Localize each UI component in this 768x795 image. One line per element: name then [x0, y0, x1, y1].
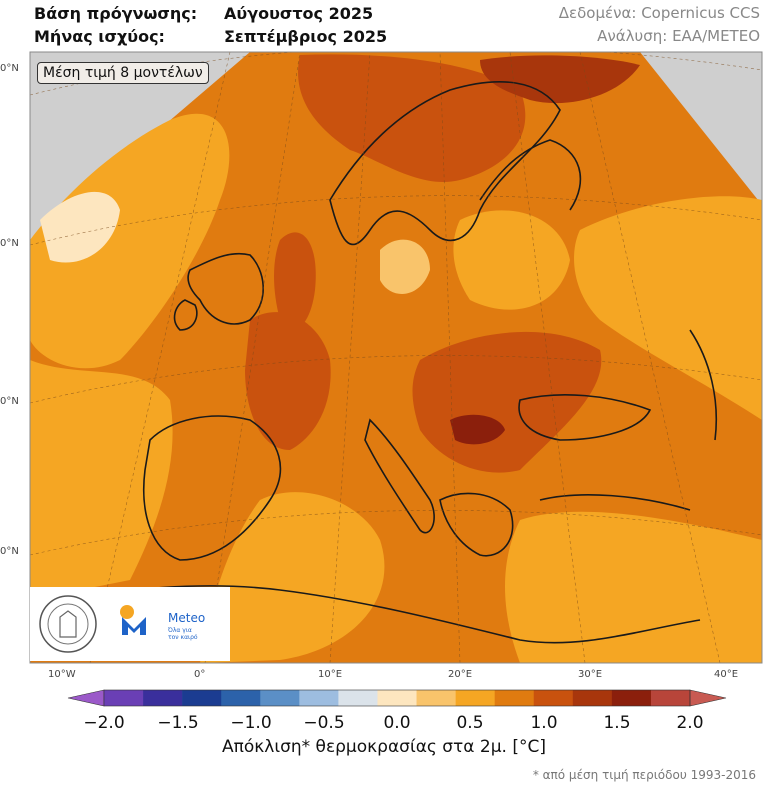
anomaly-zone-france [245, 312, 331, 450]
lon-label: 0° [194, 669, 206, 680]
lon-label: 30°E [578, 669, 603, 680]
anomaly-map [29, 51, 763, 664]
colorbar-segment [455, 690, 495, 706]
lat-label: 0°N [0, 546, 19, 557]
colorbar-segment [299, 690, 339, 706]
map-frame [29, 51, 763, 664]
lon-label: 10°E [318, 669, 343, 680]
meteo-name: Meteo [168, 611, 206, 625]
coast-iberia [142, 415, 282, 561]
nodata-corner-right [640, 52, 762, 205]
coast-turkey-south [539, 494, 691, 511]
colorbar-extend-low [67, 689, 105, 707]
colorbar-tick: 0.0 [383, 713, 411, 733]
base-value: Αύγουστος 2025 [224, 4, 374, 23]
colorbar-tick: −0.5 [303, 713, 345, 733]
colorbar-segment [533, 690, 574, 706]
colorbar-segment [338, 690, 378, 706]
colorbar-label: Απόκλιση* θερμοκρασίας στα 2μ. [°C] [222, 737, 546, 757]
valid-label: Μήνας ισχύος: [34, 27, 165, 46]
meteo-tagline-1: Όλα για [168, 627, 192, 634]
anomaly-zone-russia [453, 210, 570, 310]
colorbar-segment [104, 690, 144, 706]
meteo-sun-icon [120, 605, 134, 619]
coast-britain [187, 252, 264, 325]
model-mean-badge: Μέση τιμή 8 μοντέλων [37, 62, 209, 84]
colorbar-segment [416, 690, 456, 706]
lat-label: 0°N [0, 396, 19, 407]
coast-ireland [173, 299, 198, 331]
meteo-tagline-2: τον καιρό [168, 634, 198, 641]
colorbar-segment [260, 690, 300, 706]
anomaly-zone-iberia-west [30, 360, 173, 600]
anomaly-zone-atlantic [30, 113, 230, 369]
valid-value: Σεπτέμβριος 2025 [224, 27, 388, 46]
anomaly-zone-max [450, 414, 505, 445]
colorbar-segment [221, 690, 261, 706]
colorbar-segment [182, 690, 222, 706]
colorbar-tick: −2.0 [83, 713, 125, 733]
lon-label: 40°E [714, 669, 739, 680]
coast-black-sea [518, 394, 652, 441]
colorbar-segment [572, 690, 613, 706]
lat-label: 0°N [0, 63, 19, 74]
anomaly-zone-north [480, 55, 640, 104]
colorbar-segment [494, 690, 535, 706]
colorbar-tick: −1.5 [157, 713, 199, 733]
colorbar-segment [143, 690, 183, 706]
lon-label: 10°W [48, 669, 76, 680]
anomaly-zone-small [380, 239, 430, 294]
colorbar-tick: −1.0 [230, 713, 272, 733]
anomaly-zone-scandinavia [298, 54, 526, 183]
coast-greece [439, 492, 514, 557]
coast-scandinavia [329, 81, 561, 246]
analysis-credit: Ανάλυση: ΕΑΑ/METEO [597, 27, 760, 45]
colorbar-tick: 0.5 [456, 713, 484, 733]
anomaly-zone-north-sea [274, 232, 316, 330]
anomaly-zone-med-east [505, 511, 762, 663]
graticule [30, 52, 762, 663]
meteo-m-icon [122, 617, 146, 635]
colorbar-segment [611, 690, 652, 706]
colorbar-tick: 1.0 [530, 713, 558, 733]
colorbar-tick: 2.0 [676, 713, 704, 733]
coast-italy [364, 418, 435, 534]
base-label: Βάση πρόγνωσης: [34, 4, 198, 23]
logo-panel: Meteo Όλα για τον καιρό [30, 587, 230, 661]
colorbar [67, 689, 727, 707]
coast-caspian [689, 329, 718, 441]
lon-label: 20°E [448, 669, 473, 680]
colorbar-segment [650, 690, 691, 706]
colorbar-tick: 1.5 [603, 713, 631, 733]
coast-finland [479, 139, 582, 211]
logos-graphic [39, 595, 146, 653]
data-source: Δεδομένα: Copernicus CCS [558, 4, 760, 22]
colorbar-segment [377, 690, 417, 706]
anomaly-zone-east [574, 196, 762, 420]
colorbar-frame [103, 689, 691, 707]
footnote: * από μέση τιμή περιόδου 1993-2016 [532, 768, 756, 782]
anomaly-zone-cool-atlantic [40, 191, 120, 263]
lat-label: 0°N [0, 238, 19, 249]
colorbar-extend-high [689, 689, 727, 707]
